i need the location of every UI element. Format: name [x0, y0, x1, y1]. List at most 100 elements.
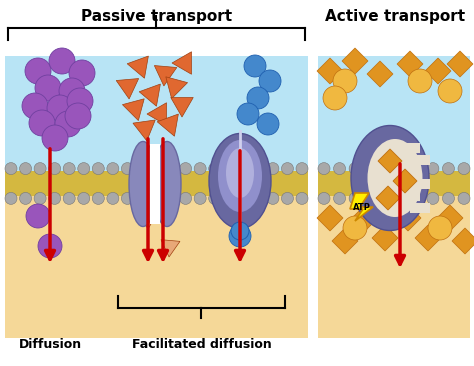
Polygon shape: [393, 169, 417, 193]
Circle shape: [180, 193, 191, 204]
Circle shape: [19, 193, 32, 204]
Polygon shape: [425, 58, 451, 84]
Circle shape: [165, 193, 177, 204]
Polygon shape: [415, 225, 441, 251]
Bar: [318, 171, 470, 196]
Bar: [5, 171, 308, 196]
Circle shape: [35, 75, 61, 101]
Polygon shape: [127, 56, 148, 78]
Circle shape: [396, 163, 408, 175]
Circle shape: [194, 163, 206, 175]
Circle shape: [244, 55, 266, 77]
Bar: [318, 56, 470, 171]
Circle shape: [223, 193, 235, 204]
Circle shape: [34, 163, 46, 175]
Circle shape: [252, 193, 264, 204]
Circle shape: [396, 193, 408, 204]
Circle shape: [333, 69, 357, 93]
Circle shape: [380, 163, 392, 175]
Bar: [5, 196, 308, 338]
Circle shape: [343, 216, 367, 240]
Circle shape: [323, 86, 347, 110]
Circle shape: [5, 193, 17, 204]
Circle shape: [237, 103, 259, 125]
Circle shape: [365, 193, 377, 204]
Circle shape: [427, 193, 439, 204]
Bar: [318, 196, 470, 338]
Text: Facilitated diffusion: Facilitated diffusion: [132, 337, 272, 351]
Ellipse shape: [129, 142, 157, 227]
Polygon shape: [397, 51, 423, 77]
Polygon shape: [166, 77, 188, 98]
Circle shape: [42, 125, 68, 151]
Bar: [410, 203, 430, 213]
Circle shape: [34, 193, 46, 204]
Bar: [400, 167, 420, 177]
Circle shape: [5, 163, 17, 175]
Circle shape: [107, 163, 119, 175]
Circle shape: [282, 163, 293, 175]
Circle shape: [238, 193, 250, 204]
Circle shape: [282, 193, 293, 204]
Circle shape: [92, 163, 104, 175]
Circle shape: [458, 193, 470, 204]
Circle shape: [151, 163, 163, 175]
Polygon shape: [452, 228, 474, 254]
Circle shape: [136, 193, 148, 204]
Circle shape: [442, 163, 455, 175]
Circle shape: [209, 163, 221, 175]
Circle shape: [231, 222, 249, 240]
Circle shape: [334, 193, 346, 204]
Circle shape: [25, 58, 51, 84]
Polygon shape: [437, 205, 463, 231]
Polygon shape: [378, 149, 402, 173]
Polygon shape: [139, 84, 160, 106]
Ellipse shape: [153, 142, 181, 227]
Circle shape: [121, 193, 133, 204]
Circle shape: [349, 193, 361, 204]
Bar: [400, 191, 420, 201]
Polygon shape: [161, 240, 180, 257]
Polygon shape: [138, 213, 157, 229]
Circle shape: [29, 110, 55, 136]
Polygon shape: [342, 48, 368, 74]
Circle shape: [408, 69, 432, 93]
Circle shape: [92, 193, 104, 204]
Circle shape: [49, 163, 61, 175]
Polygon shape: [395, 205, 421, 231]
Circle shape: [427, 163, 439, 175]
Ellipse shape: [226, 148, 254, 198]
Circle shape: [38, 234, 62, 258]
Bar: [318, 313, 470, 338]
Circle shape: [229, 225, 251, 247]
Circle shape: [47, 95, 73, 121]
Circle shape: [49, 193, 61, 204]
Bar: [5, 171, 308, 196]
Polygon shape: [157, 114, 178, 136]
Polygon shape: [372, 225, 398, 251]
Circle shape: [69, 60, 95, 86]
Circle shape: [78, 193, 90, 204]
Circle shape: [151, 193, 163, 204]
Text: Active transport: Active transport: [325, 9, 465, 24]
Circle shape: [411, 163, 423, 175]
Circle shape: [334, 163, 346, 175]
Ellipse shape: [367, 139, 422, 217]
Circle shape: [209, 193, 221, 204]
Ellipse shape: [351, 126, 429, 231]
Polygon shape: [171, 97, 193, 117]
Circle shape: [318, 193, 330, 204]
Polygon shape: [332, 228, 358, 254]
Bar: [5, 56, 308, 171]
Circle shape: [296, 163, 308, 175]
Circle shape: [252, 163, 264, 175]
Circle shape: [365, 163, 377, 175]
Circle shape: [194, 193, 206, 204]
Circle shape: [78, 163, 90, 175]
Bar: [318, 171, 470, 196]
Polygon shape: [147, 103, 166, 125]
Circle shape: [238, 163, 250, 175]
Circle shape: [63, 163, 75, 175]
Polygon shape: [317, 58, 343, 84]
Circle shape: [267, 163, 279, 175]
